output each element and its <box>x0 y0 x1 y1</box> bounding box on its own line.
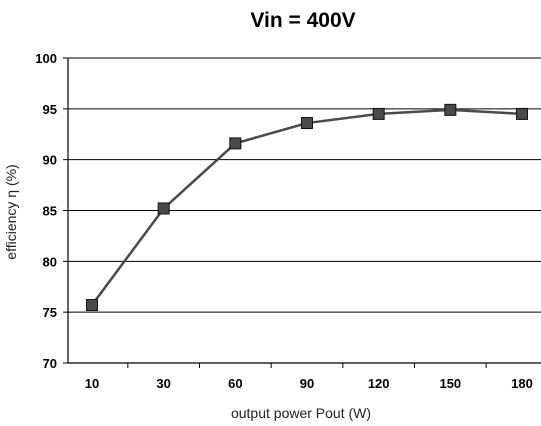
x-tick-labels: 10 30 60 90 120 150 180 <box>85 376 533 391</box>
ytick-label-70: 70 <box>43 356 57 371</box>
data-point-150 <box>444 103 457 116</box>
data-point-180 <box>516 107 528 120</box>
data-point-30 <box>157 202 170 215</box>
ytick-label-100: 100 <box>35 51 57 66</box>
x-axis-label: output power Pout (W) <box>231 405 371 421</box>
data-point-90 <box>301 117 313 130</box>
xtick-label-180: 180 <box>511 376 533 391</box>
xtick-label-10: 10 <box>85 376 99 391</box>
xtick-label-120: 120 <box>368 376 390 391</box>
ytick-label-95: 95 <box>43 102 57 117</box>
y-tick-labels: 70 75 80 85 90 95 100 <box>35 51 57 371</box>
data-point-60 <box>229 137 242 150</box>
ytick-label-80: 80 <box>43 254 57 269</box>
chart-title: Vin = 400V <box>250 9 355 32</box>
ytick-label-75: 75 <box>43 305 57 320</box>
ytick-label-85: 85 <box>43 204 57 219</box>
data-point-10 <box>86 299 98 312</box>
xtick-label-60: 60 <box>228 376 242 391</box>
series-line <box>90 108 523 306</box>
grid-lines <box>68 57 541 313</box>
ytick-label-90: 90 <box>43 153 57 168</box>
xtick-label-90: 90 <box>300 376 314 391</box>
xtick-label-150: 150 <box>439 376 461 391</box>
data-point-120 <box>372 107 385 120</box>
y-axis-label: efficiency η (%) <box>3 164 19 259</box>
axes <box>63 57 541 368</box>
xtick-label-30: 30 <box>156 376 170 391</box>
series-efficiency <box>86 103 528 312</box>
